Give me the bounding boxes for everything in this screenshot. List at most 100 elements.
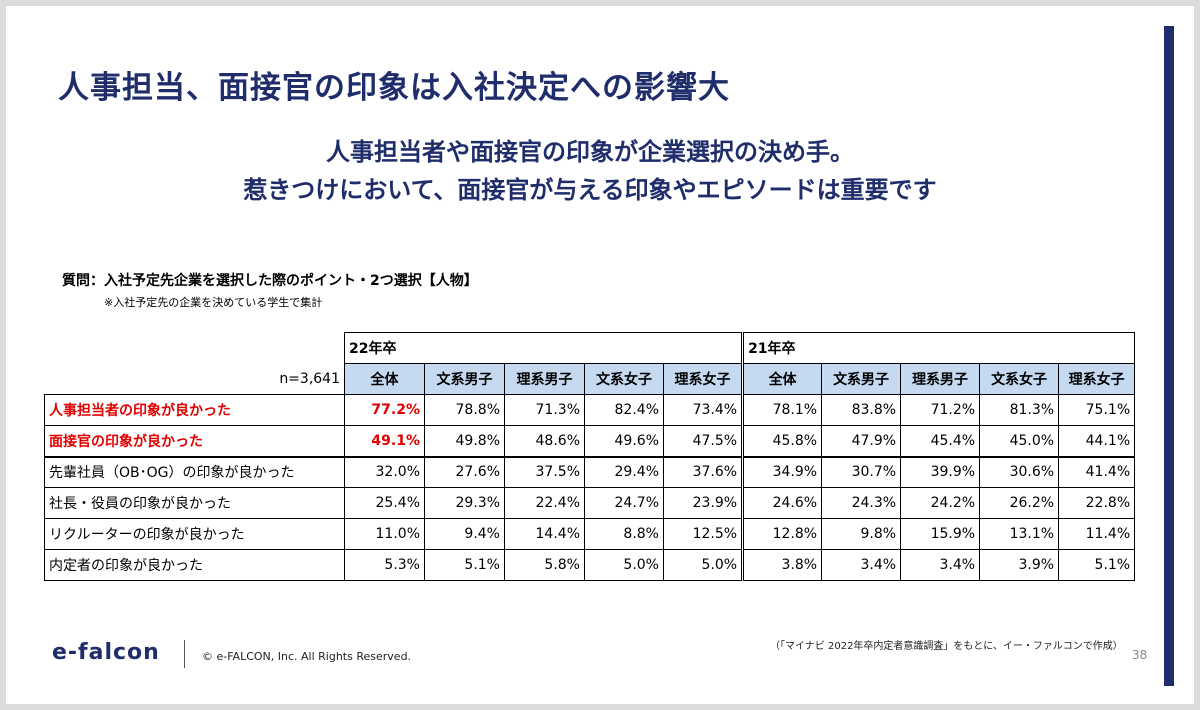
- slide-border-bottom: [0, 704, 1200, 710]
- survey-question: 質問：入社予定先企業を選択した際のポイント・2つ選択【人物】: [62, 273, 478, 289]
- column-header-21-4: 理系女子: [1058, 363, 1136, 395]
- row-label: 人事担当者の印象が良かった: [44, 394, 345, 426]
- year-21-header: 21年卒: [742, 332, 1136, 364]
- accent-bar: [1164, 26, 1174, 686]
- footer-divider: [184, 640, 185, 668]
- sample-size: n=3,641: [279, 370, 340, 387]
- e-falcon-logo: e-falcon: [52, 640, 160, 665]
- table-cell: 5.8%: [504, 549, 585, 581]
- column-header-21-3: 文系女子: [979, 363, 1060, 395]
- table-cell: 49.1%: [344, 425, 425, 458]
- table-row: 社長・役員の印象が良かった 25.4% 29.3% 22.4% 24.7% 23.9% 24…: [44, 487, 1136, 519]
- column-header-21-1: 文系男子: [821, 363, 902, 395]
- table-cell: 44.1%: [1058, 425, 1136, 458]
- row-label: 面接官の印象が良かった: [44, 425, 345, 458]
- table-cell: 11.4%: [1058, 518, 1136, 550]
- table-cell: 48.6%: [504, 425, 585, 458]
- table-cell: 9.4%: [424, 518, 505, 550]
- table-cell: 29.4%: [584, 456, 664, 488]
- table-cell: 30.6%: [979, 456, 1060, 488]
- column-header-22-0: 全体: [344, 363, 425, 395]
- source-note: （「マイナビ 2022年卒内定者意識調査」をもとに、イー・ファルコンで作成）: [770, 641, 1123, 652]
- table-row: 内定者の印象が良かった 5.3% 5.1% 5.8% 5.0% 5.0% 3.8% 3.4% 3…: [44, 549, 1136, 581]
- table-cell: 77.2%: [344, 394, 425, 426]
- table-cell: 26.2%: [979, 487, 1060, 519]
- table-cell: 11.0%: [344, 518, 425, 550]
- table-cell: 45.4%: [900, 425, 981, 458]
- table-cell: 8.8%: [584, 518, 664, 550]
- table-cell: 15.9%: [900, 518, 981, 550]
- slide-border-top: [0, 0, 1200, 6]
- row-label: 内定者の印象が良かった: [44, 549, 345, 581]
- column-header-22-2: 理系男子: [504, 363, 585, 395]
- table-cell: 5.1%: [1058, 549, 1136, 581]
- column-header-21-2: 理系男子: [900, 363, 981, 395]
- subtitle-line-2: 惹きつけにおいて、面接官が与える印象やエピソードは重要です: [243, 176, 937, 204]
- table-cell: 9.8%: [821, 518, 902, 550]
- table-cell: 82.4%: [584, 394, 664, 426]
- slide-border-left: [0, 0, 6, 710]
- table-cell: 41.4%: [1058, 456, 1136, 488]
- slide-title: 人事担当、面接官の印象は入社決定への影響大: [58, 70, 730, 106]
- column-header-22-4: 理系女子: [662, 363, 745, 395]
- table-cell: 24.3%: [821, 487, 902, 519]
- table-cell: 71.3%: [504, 394, 585, 426]
- table-cell: 29.3%: [424, 487, 505, 519]
- table-cell: 34.9%: [742, 456, 823, 488]
- table-cell: 12.8%: [742, 518, 823, 550]
- row-label: リクルーターの印象が良かった: [44, 518, 345, 550]
- table-cell: 5.0%: [662, 549, 745, 581]
- column-header-22-3: 文系女子: [584, 363, 664, 395]
- table-cell: 3.4%: [900, 549, 981, 581]
- slide-border-right: [1194, 0, 1200, 710]
- row-label: 先輩社員（OB･OG）の印象が良かった: [44, 456, 345, 488]
- table-cell: 73.4%: [662, 394, 745, 426]
- table-cell: 24.7%: [584, 487, 664, 519]
- table-cell: 39.9%: [900, 456, 981, 488]
- table-cell: 78.8%: [424, 394, 505, 426]
- table-cell: 49.8%: [424, 425, 505, 458]
- table-cell: 5.1%: [424, 549, 505, 581]
- table-cell: 5.0%: [584, 549, 664, 581]
- table-cell: 49.6%: [584, 425, 664, 458]
- row-label: 社長・役員の印象が良かった: [44, 487, 345, 519]
- table-cell: 22.4%: [504, 487, 585, 519]
- table-cell: 24.6%: [742, 487, 823, 519]
- table-cell: 5.3%: [344, 549, 425, 581]
- corner-cell: [45, 333, 345, 364]
- table-row: 人事担当者の印象が良かった 77.2% 78.8% 71.3% 82.4% 73.4% 78…: [44, 394, 1136, 426]
- year-22-header: 22年卒: [343, 332, 745, 364]
- results-table: 22年卒 21年卒 n=3,641 全体 文系男子 理系男子 文系女子 理系女子 全体 文系…: [44, 332, 1136, 581]
- table-cell: 23.9%: [662, 487, 745, 519]
- table-cell: 12.5%: [662, 518, 745, 550]
- table-cell: 81.3%: [979, 394, 1060, 426]
- table-cell: 45.0%: [979, 425, 1060, 458]
- table-cell: 25.4%: [344, 487, 425, 519]
- table-row: リクルーターの印象が良かった 11.0% 9.4% 14.4% 8.8% 12.5% 12.…: [44, 518, 1136, 550]
- table-cell: 14.4%: [504, 518, 585, 550]
- survey-note: ※入社予定先の企業を決めている学生で集計: [104, 296, 323, 309]
- table-row: 面接官の印象が良かった 49.1% 49.8% 48.6% 49.6% 47.5% 45.8…: [44, 425, 1136, 458]
- table-cell: 13.1%: [979, 518, 1060, 550]
- table-cell: 37.5%: [504, 456, 585, 488]
- table-cell: 32.0%: [344, 456, 425, 488]
- table-cell: 47.5%: [662, 425, 745, 458]
- table-row: 先輩社員（OB･OG）の印象が良かった 32.0% 27.6% 37.5% 29.4% 3…: [44, 456, 1136, 488]
- table-cell: 3.9%: [979, 549, 1060, 581]
- table-cell: 37.6%: [662, 456, 745, 488]
- page-number: 38: [1132, 648, 1148, 662]
- table-cell: 75.1%: [1058, 394, 1136, 426]
- subtitle-line-1: 人事担当者や面接官の印象が企業選択の決め手。: [326, 138, 854, 166]
- table-cell: 27.6%: [424, 456, 505, 488]
- table-cell: 83.8%: [821, 394, 902, 426]
- column-header-22-1: 文系男子: [424, 363, 505, 395]
- table-cell: 30.7%: [821, 456, 902, 488]
- column-header-21-0: 全体: [742, 363, 823, 395]
- table-cell: 22.8%: [1058, 487, 1136, 519]
- copyright-text: © e-FALCON, Inc. All Rights Reserved.: [202, 650, 412, 663]
- table-cell: 24.2%: [900, 487, 981, 519]
- table-cell: 3.8%: [742, 549, 823, 581]
- table-cell: 45.8%: [742, 425, 823, 458]
- table-cell: 71.2%: [900, 394, 981, 426]
- table-cell: 3.4%: [821, 549, 902, 581]
